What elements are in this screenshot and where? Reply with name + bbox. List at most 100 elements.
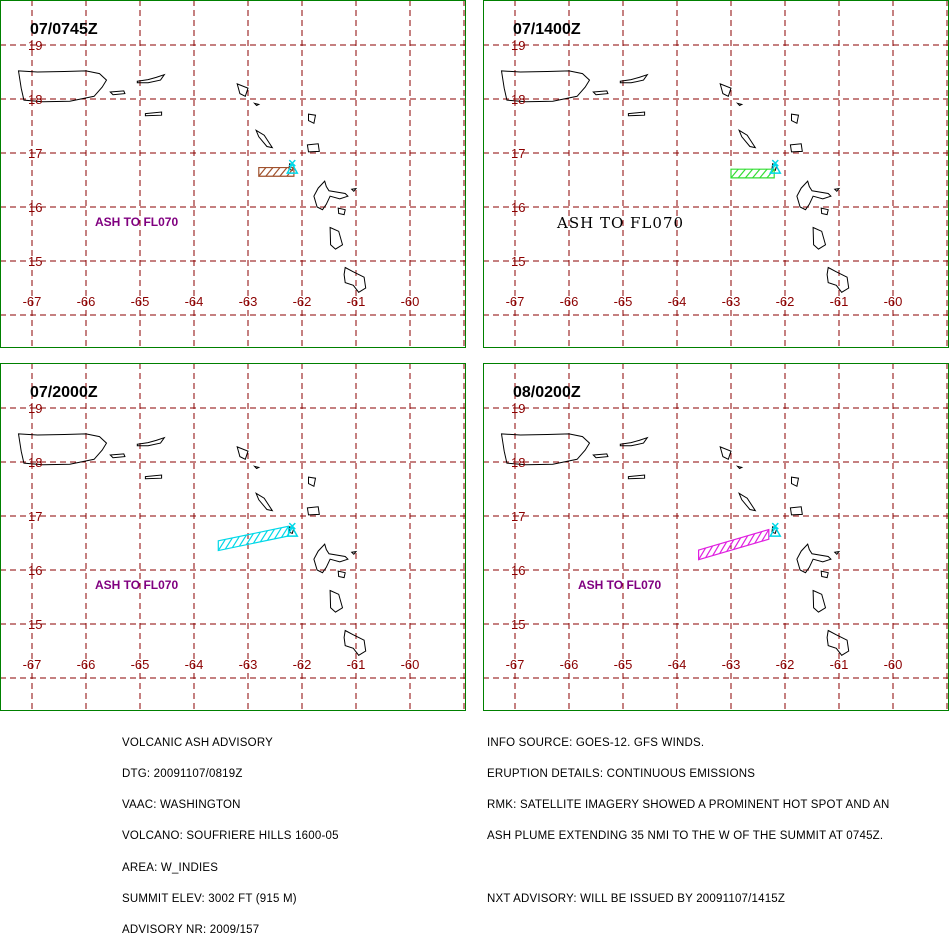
plume-outline	[698, 528, 770, 561]
island-st-kitts	[738, 129, 757, 149]
valid-time-label: 07/2000Z	[30, 384, 98, 401]
plume-hatch	[238, 534, 247, 547]
island-anguilla	[236, 446, 249, 461]
plume-hatch	[740, 535, 749, 548]
lat-label: 16	[511, 563, 525, 578]
graticule	[0, 363, 466, 711]
valid-time-label: 07/0745Z	[30, 21, 98, 38]
lat-label: 19	[511, 401, 525, 416]
advisory-line: VAAC: WASHINGTON	[122, 799, 241, 812]
panel-frame	[483, 363, 949, 711]
island-marie-galante	[337, 207, 346, 216]
island-desirade	[350, 550, 358, 556]
ash-level-label: ASH TO FL070	[95, 578, 178, 592]
lat-label: 16	[511, 200, 525, 215]
island-antigua	[789, 506, 803, 516]
island-desirade	[833, 550, 841, 556]
island-puerto-rico	[500, 70, 591, 103]
island-dominica	[329, 589, 344, 613]
valid-time-label: 07/1400Z	[513, 21, 581, 38]
advisory-line: AREA: W_INDIES	[122, 861, 219, 874]
lon-label: -65	[614, 657, 633, 672]
island-st-barth	[252, 102, 261, 107]
advisory-line: RMK: SATELLITE IMAGERY SHOWED A PROMINEN…	[487, 799, 890, 812]
lon-label: -63	[722, 657, 741, 672]
advisory-line: VOLCANO: SOUFRIERE HILLS 1600-05	[122, 830, 339, 843]
ash-plume	[698, 528, 770, 561]
island-st-croix	[144, 111, 163, 117]
island-martinique	[826, 266, 850, 293]
lat-label: 18	[511, 92, 525, 107]
coastlines	[17, 433, 367, 656]
advisory-line: VOLCANIC ASH ADVISORY	[122, 736, 273, 749]
island-desirade	[833, 187, 841, 193]
lon-label: -60	[884, 294, 903, 309]
island-barbuda	[308, 113, 317, 125]
advisory-line	[487, 863, 890, 873]
island-virgin-islands	[619, 73, 649, 84]
island-virgin-islands	[619, 436, 649, 447]
lon-label: -67	[506, 294, 525, 309]
advisory-line: ADVISORY NR: 2009/157	[122, 924, 260, 937]
coastlines	[17, 70, 367, 293]
island-guadeloupe	[313, 543, 349, 574]
lat-label: 19	[28, 38, 42, 53]
plume-hatch	[759, 168, 768, 179]
lon-label: -63	[722, 294, 741, 309]
plume-hatch	[747, 533, 756, 546]
volcano-icon	[769, 159, 782, 174]
panel-2000z: 19 18 17 16 15 -67 -66 -65 -64 -63 -62 -61 -60 07/200…	[0, 363, 466, 711]
plume-hatch	[752, 168, 761, 179]
island-anguilla	[719, 83, 732, 98]
panel-0200z: 19 18 17 16 15 -67 -66 -65 -64 -63 -62 -61 -60 08/020…	[483, 363, 949, 711]
island-puerto-rico	[500, 433, 591, 466]
graticule	[483, 363, 949, 711]
lon-label: -64	[668, 657, 687, 672]
island-antigua	[306, 506, 320, 516]
island-dominica	[812, 226, 827, 250]
advisory-line: INFO SOURCE: GOES-12. GFS WINDS.	[487, 736, 705, 749]
lat-label: 17	[28, 509, 42, 524]
panel-frame	[0, 363, 466, 711]
plume-hatch	[286, 167, 295, 177]
lon-label: -61	[347, 657, 366, 672]
valid-time-label: 08/0200Z	[513, 384, 581, 401]
coastlines	[500, 70, 850, 293]
lon-label: -62	[293, 294, 312, 309]
lon-label: -65	[131, 294, 150, 309]
plume-hatch	[733, 537, 742, 550]
lon-label: -64	[185, 657, 204, 672]
plume-hatch	[259, 530, 268, 543]
advisory-line: SUMMIT ELEV: 3002 FT (915 M)	[122, 892, 297, 905]
coastlines	[500, 433, 850, 656]
island-st-croix	[144, 474, 163, 480]
ash-plume	[730, 168, 775, 179]
plume-hatch	[272, 167, 281, 177]
panel-frame	[483, 0, 949, 348]
lat-label: 17	[511, 509, 525, 524]
ash-level-label: ASH TO FL070	[578, 578, 661, 592]
ash-plume	[217, 525, 290, 552]
plume-hatch	[266, 528, 275, 541]
island-st-barth	[252, 465, 261, 470]
panel-frame	[0, 0, 466, 348]
lat-label: 16	[28, 563, 42, 578]
island-anguilla	[719, 446, 732, 461]
lon-label: -65	[614, 294, 633, 309]
plume-hatch	[265, 167, 274, 177]
ash-level-label: ASH TO FL070	[556, 214, 684, 232]
advisory-line: NXT ADVISORY: WILL BE ISSUED BY 20091107…	[487, 892, 786, 905]
plume-hatch	[273, 527, 282, 540]
island-guadeloupe	[796, 180, 832, 211]
island-marie-galante	[820, 207, 829, 216]
graticule	[483, 0, 949, 348]
island-martinique	[826, 629, 850, 656]
plume-hatch	[705, 545, 714, 558]
island-vieques	[592, 453, 609, 459]
map-svg: 19 18 17 16 15 -67 -66 -65 -64 -63 -62 -61 -60 07/200…	[0, 363, 466, 711]
lon-label: -64	[668, 294, 687, 309]
lon-label: -61	[347, 294, 366, 309]
lat-label: 19	[28, 401, 42, 416]
lon-label: -66	[560, 657, 579, 672]
island-st-kitts	[255, 492, 274, 512]
